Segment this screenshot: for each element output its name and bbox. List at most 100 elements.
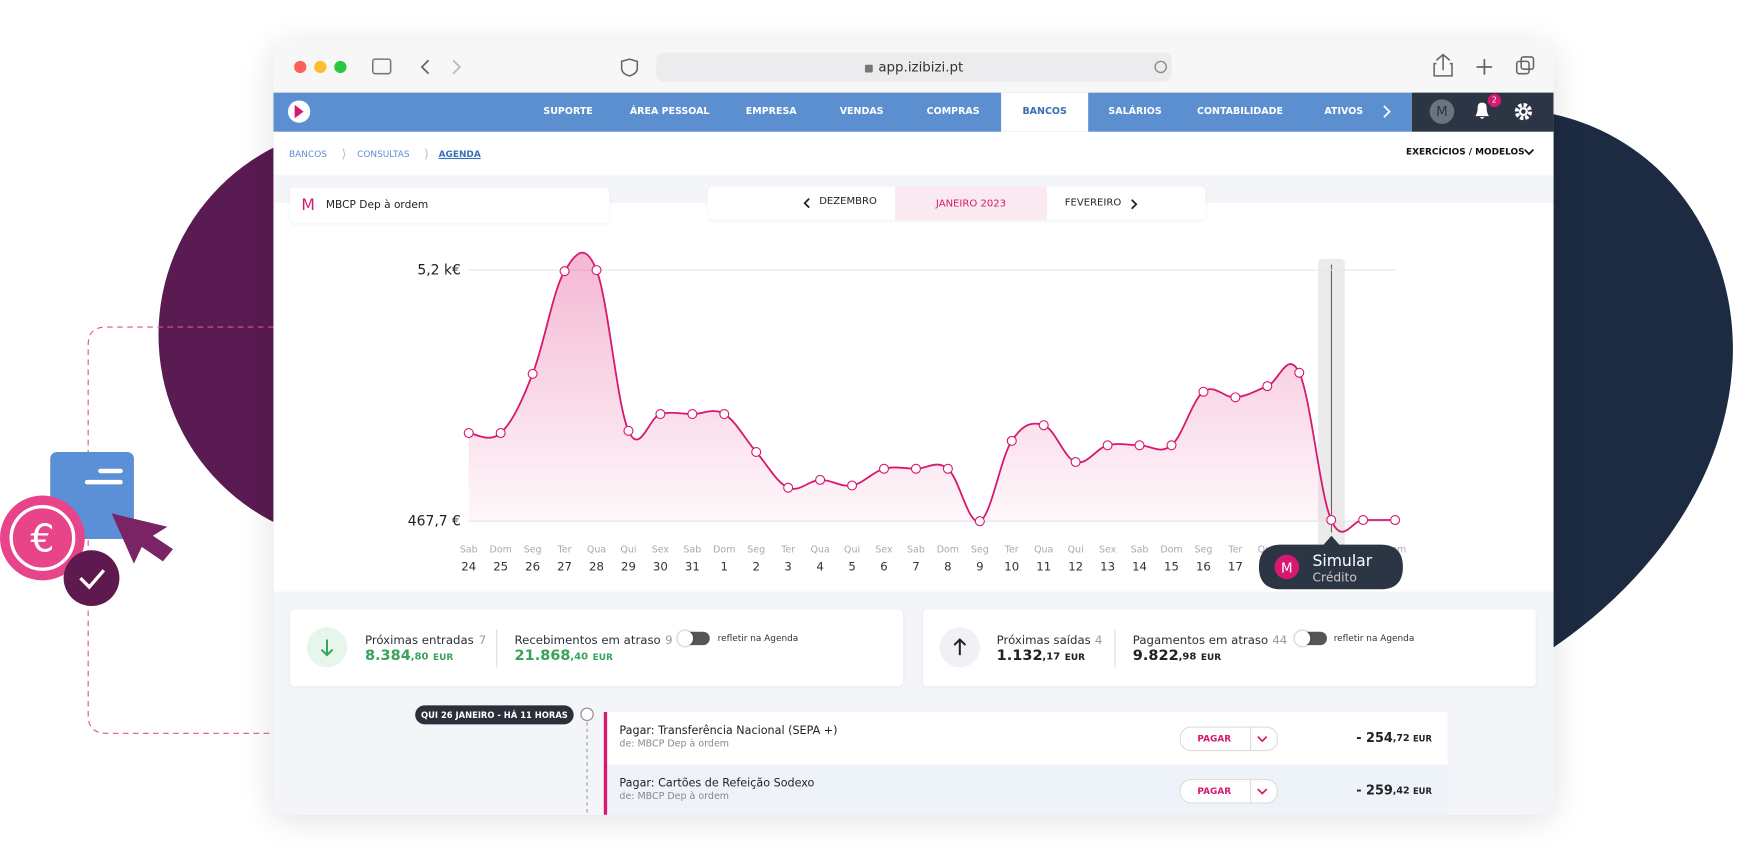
x-weekday-label: Qua — [1034, 544, 1053, 555]
x-day-label: 4 — [816, 559, 823, 573]
summary-label: Próximas saídas — [996, 633, 1091, 648]
item-currency: EUR — [1412, 786, 1432, 797]
nav-icons — [287, 93, 1533, 124]
x-day-label: 9 — [976, 559, 983, 573]
item-cents: ,42 — [1392, 785, 1410, 797]
date-label: QUI 26 JANEIRO - HÁ 11 HORAS — [421, 710, 568, 721]
toggle[interactable] — [1294, 630, 1328, 647]
x-day-label: 30 — [653, 559, 668, 573]
check-circle — [63, 550, 120, 607]
x-weekday-label: Dom — [713, 544, 735, 555]
back-icon[interactable] — [420, 59, 430, 75]
tooltip-title: Simular — [1312, 552, 1372, 570]
nav-item[interactable]: CONTABILIDADE — [1196, 106, 1283, 118]
breadcrumb-sep: ⟩ — [341, 146, 347, 162]
nav-bar — [273, 92, 1412, 132]
shield-icon[interactable] — [620, 58, 639, 77]
summary-label: Próximas entradas — [364, 633, 474, 648]
x-weekday-label: Qui — [1068, 544, 1084, 555]
nav-item[interactable]: SUPORTE — [543, 106, 593, 118]
account-selector[interactable] — [290, 187, 610, 224]
item-from: de: MBCP Dep à ordem — [619, 791, 730, 803]
point — [751, 446, 762, 458]
item-title: Pagar: Transferência Nacional (SEPA +) — [619, 724, 838, 738]
badge — [1487, 93, 1502, 108]
sidebar-icon[interactable] — [371, 58, 392, 75]
incoming-card — [290, 609, 903, 687]
x-weekday-label: Qui — [620, 544, 636, 555]
breadcrumb-current[interactable]: AGENDA — [438, 148, 481, 160]
point — [783, 482, 794, 493]
browser-window: app.izibizi.pt M 2 BANCOS ⟩ CONSULTAS ⟩ … — [273, 41, 1554, 815]
summary-amount: 9.822 — [1132, 647, 1179, 665]
avatar[interactable] — [1429, 99, 1455, 124]
x-weekday-label: Qui — [844, 544, 860, 555]
current-month: JANEIRO 2023 — [935, 198, 1007, 210]
timeline-dot — [580, 707, 594, 721]
pay-button[interactable]: PAGAR — [1197, 733, 1232, 744]
timeline-item[interactable] — [603, 712, 1448, 765]
prev-chevron[interactable] — [802, 198, 811, 209]
minimize-button[interactable] — [314, 60, 327, 74]
url-bar[interactable] — [656, 52, 1172, 82]
nav-item[interactable]: EMPRESA — [745, 106, 797, 118]
nav-item[interactable]: ÁREA PESSOAL — [629, 106, 710, 118]
prev-month[interactable]: DEZEMBRO — [819, 196, 877, 208]
pay-button[interactable]: PAGAR — [1197, 786, 1232, 797]
account-name: MBCP Dep à ordem — [325, 199, 429, 212]
summary-cents: ,80 — [410, 651, 429, 663]
bell-icon[interactable] — [1475, 102, 1489, 119]
forward-icon[interactable] — [452, 59, 462, 75]
summary-currency: EUR — [1200, 652, 1222, 663]
timeline-item[interactable] — [603, 764, 1448, 815]
point — [719, 409, 730, 420]
x-day-label: 10 — [1004, 559, 1019, 573]
summary-label: Recebimentos em atraso — [514, 633, 661, 648]
x-day-label: 6 — [880, 559, 887, 573]
area — [468, 252, 1396, 532]
x-day-label: 24 — [461, 559, 476, 573]
x-day-label: 7 — [912, 559, 919, 573]
x-day-label: 29 — [621, 559, 636, 573]
gear-icon[interactable] — [1514, 102, 1533, 121]
x-day-label: 14 — [1132, 559, 1147, 573]
nav-item[interactable]: COMPRAS — [926, 106, 980, 118]
point — [591, 265, 602, 276]
point — [1198, 386, 1209, 397]
tooltip-logo-bg — [1274, 554, 1300, 580]
nav-item[interactable]: BANCOS — [1022, 106, 1067, 118]
next-chevron[interactable] — [1129, 199, 1138, 210]
x-weekday-label: Ter — [780, 544, 795, 555]
point — [815, 474, 826, 485]
x-weekday-label: Sab — [683, 544, 701, 555]
zoom-button[interactable] — [334, 60, 347, 74]
x-weekday-label: Ter — [1227, 544, 1242, 555]
item-from: de: MBCP Dep à ordem — [619, 738, 730, 750]
doc-line — [98, 468, 123, 474]
tabs-icon[interactable] — [1515, 60, 1530, 75]
pay-button-frame[interactable] — [1179, 779, 1278, 804]
next-month[interactable]: FEVEREIRO — [1064, 197, 1122, 209]
summary-amount: 21.868 — [514, 647, 571, 665]
point — [655, 409, 666, 420]
nav-item[interactable]: SALÁRIOS — [1108, 106, 1162, 118]
toggle[interactable] — [677, 630, 710, 647]
lock-icon — [864, 64, 873, 73]
nav-item[interactable]: ATIVOS — [1324, 106, 1364, 118]
nav-item[interactable]: VENDAS — [839, 106, 884, 118]
exercises-menu[interactable]: EXERCÍCIOS / MODELOS — [1405, 146, 1525, 157]
breadcrumb-item[interactable]: BANCOS — [289, 148, 327, 160]
pay-button-frame[interactable] — [1179, 726, 1278, 752]
close-button[interactable] — [294, 60, 307, 74]
new-tab-icon[interactable] — [1476, 59, 1493, 75]
point — [974, 516, 985, 527]
point — [559, 266, 570, 277]
account-logo: M — [301, 196, 315, 215]
nav-more-icon[interactable] — [1383, 105, 1391, 118]
share-icon[interactable] — [1433, 53, 1453, 77]
point — [1102, 440, 1113, 451]
reload-icon[interactable] — [1154, 60, 1167, 74]
breadcrumb-item[interactable]: CONSULTAS — [357, 148, 410, 160]
